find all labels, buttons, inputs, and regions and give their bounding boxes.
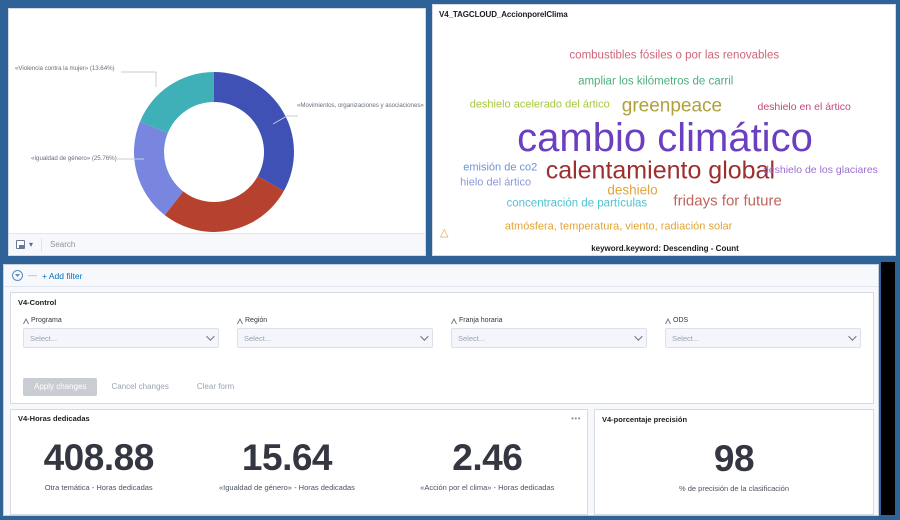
tag-word[interactable]: deshielo acelerado del ártico (469, 98, 610, 111)
leader-lines (117, 71, 298, 160)
control-label-ods: ODS (664, 317, 861, 324)
horas-dedicadas-metrics: 408.88 Otra temática - Horas dedicadas 1… (11, 423, 587, 499)
horas-dedicadas-card: V4-Horas dedicadas ••• 408.88 Otra temát… (10, 409, 588, 515)
select-placeholder: Select... (458, 333, 486, 343)
porcentaje-precision-title: V4-porcentaje precisión (602, 415, 688, 424)
donut-panel-search-bar[interactable]: ▾ Search (9, 233, 425, 255)
metric-otra-tematica[interactable]: 408.88 Otra temática - Horas dedicadas (43, 436, 155, 492)
tagcloud-footer-label: keyword.keyword: Descending - Count (591, 244, 739, 253)
select-placeholder: Select... (672, 333, 700, 343)
metric-value: 98 (713, 437, 755, 479)
tag-word[interactable]: hielo del ártico (460, 176, 532, 189)
donut-label-igualdad: «Igualdad de género» (25.76%) (31, 155, 117, 162)
donut-svg (117, 71, 298, 233)
control-label-franja-horaria: Franja horaria (450, 317, 647, 324)
tag-word[interactable]: cambio climático (517, 116, 813, 161)
control-label-region: Región (236, 317, 433, 324)
donut-chart-panel: «Violencia contra la mujer» (13.64%) «Ig… (8, 8, 426, 256)
top-visualizations-section: «Violencia contra la mujer» (13.64%) «Ig… (8, 4, 896, 256)
select-region[interactable]: Select... (237, 328, 433, 348)
donut-slice-empoderamiento[interactable] (164, 176, 284, 233)
add-filter-button[interactable]: + Add filter (42, 270, 83, 281)
control-panel-title: V4-Control (18, 298, 57, 307)
clear-form-button[interactable]: Clear form (196, 382, 235, 391)
horas-dedicadas-header: V4-Horas dedicadas ••• (11, 410, 587, 423)
control-field-region: Región Select... (236, 317, 433, 348)
metric-label: «Acción por el clima» - Horas dedicadas (420, 482, 555, 492)
tag-word[interactable]: emisión de co2 (463, 161, 538, 174)
tagcloud-panel-title: V4_TAGCLOUD_AccionporelClima (439, 10, 568, 19)
chevron-down-icon[interactable]: ▾ (29, 239, 34, 249)
tag-word[interactable]: fridays for future (673, 192, 782, 210)
search-input[interactable]: Search (50, 240, 76, 249)
control-label-text: ODS (673, 317, 689, 324)
metric-label: % de precisión de la clasificación (678, 483, 790, 493)
tag-word[interactable]: ampliar los kilómetros de carril (578, 75, 734, 88)
cancel-changes-button[interactable]: Cancel changes (111, 382, 169, 391)
select-placeholder: Select... (244, 333, 272, 343)
chevron-down-icon (206, 332, 215, 341)
dashboard-body: — + Add filter V4-Control Programa Selec… (3, 264, 879, 516)
chevron-down-icon (634, 332, 643, 341)
save-icon[interactable] (16, 240, 25, 249)
tag-word[interactable]: deshielo (607, 182, 658, 198)
metric-value: 15.64 (241, 436, 333, 478)
donut-slice-igualdad[interactable] (133, 121, 184, 216)
donut-label-movimientos: «Movimientos, organizaciones y asociacio… (297, 102, 425, 109)
ellipsis-icon[interactable]: ••• (571, 414, 581, 423)
control-label-text: Programa (31, 317, 62, 324)
horas-dedicadas-title: V4-Horas dedicadas (18, 414, 90, 423)
warning-triangle-icon (236, 317, 243, 324)
donut-slice-violencia[interactable] (140, 72, 214, 133)
tag-word[interactable]: deshielo en el ártico (757, 100, 851, 113)
donut-label-violencia: «Violencia contra la mujer» (13.64%) (15, 65, 115, 72)
warning-triangle-icon[interactable]: △ (440, 227, 449, 239)
select-ods[interactable]: Select... (665, 328, 861, 348)
donut-chart[interactable]: «Violencia contra la mujer» (13.64%) «Ig… (9, 9, 425, 240)
control-buttons-row: Apply changes Cancel changes Clear form (23, 378, 248, 396)
control-label-programa: Programa (22, 317, 219, 324)
tag-word[interactable]: combustibles fósiles o por las renovable… (569, 48, 780, 61)
toolbar-divider (41, 237, 43, 252)
chevron-down-icon (420, 332, 429, 341)
metric-value: 408.88 (43, 436, 155, 478)
porcentaje-precision-metrics: 98 % de precisión de la clasificación (595, 424, 873, 500)
warning-triangle-icon (450, 317, 457, 324)
tag-word[interactable]: calentamiento global (545, 156, 776, 185)
metric-igualdad-genero[interactable]: 15.64 «Igualdad de género» - Horas dedic… (219, 439, 355, 492)
filter-toolbar: — + Add filter (4, 265, 878, 287)
right-black-band (881, 262, 895, 515)
tag-word[interactable]: greenpeace (621, 95, 723, 117)
chevron-down-icon (848, 332, 857, 341)
select-placeholder: Select... (30, 333, 58, 343)
apply-changes-button[interactable]: Apply changes (23, 378, 98, 396)
tagcloud-chart[interactable]: combustibles fósiles o por las renovable… (433, 21, 895, 232)
metric-accion-por-el-clima[interactable]: 2.46 «Acción por el clima» - Horas dedic… (420, 439, 554, 492)
porcentaje-precision-card: V4-porcentaje precisión 98 % de precisió… (594, 409, 874, 515)
control-panel-card: V4-Control Programa Select... (10, 292, 874, 404)
control-field-ods: ODS Select... (664, 317, 861, 348)
metric-value: 2.46 (452, 436, 523, 478)
control-label-text: Franja horaria (459, 317, 503, 324)
control-field-programa: Programa Select... (22, 317, 219, 348)
warning-triangle-icon (664, 317, 671, 324)
filter-icon[interactable] (12, 270, 23, 281)
control-label-text: Región (245, 317, 268, 324)
tag-word[interactable]: concentración de partículas (506, 196, 648, 209)
metric-precision[interactable]: 98 % de precisión de la clasificación (679, 440, 789, 493)
tag-word[interactable]: deshielo de los glaciares (762, 163, 878, 176)
select-franja-horaria[interactable]: Select... (451, 328, 647, 348)
control-field-franja-horaria: Franja horaria Select... (450, 317, 647, 348)
donut-slice-movimientos[interactable] (214, 72, 294, 191)
bottom-dashboard-section: — + Add filter V4-Control Programa Selec… (0, 262, 900, 520)
filter-separator: — (28, 270, 37, 280)
metric-label: Otra temática - Horas dedicadas (44, 482, 153, 492)
tagcloud-panel: V4_TAGCLOUD_AccionporelClima combustible… (432, 4, 896, 256)
control-fields-row: Programa Select... Región S (22, 317, 863, 348)
select-programa[interactable]: Select... (23, 328, 219, 348)
tag-word[interactable]: atmósfera, temperatura, viento, radiació… (504, 220, 733, 233)
warning-triangle-icon (22, 317, 29, 324)
metric-label: «Igualdad de género» - Horas dedicadas (219, 482, 355, 492)
